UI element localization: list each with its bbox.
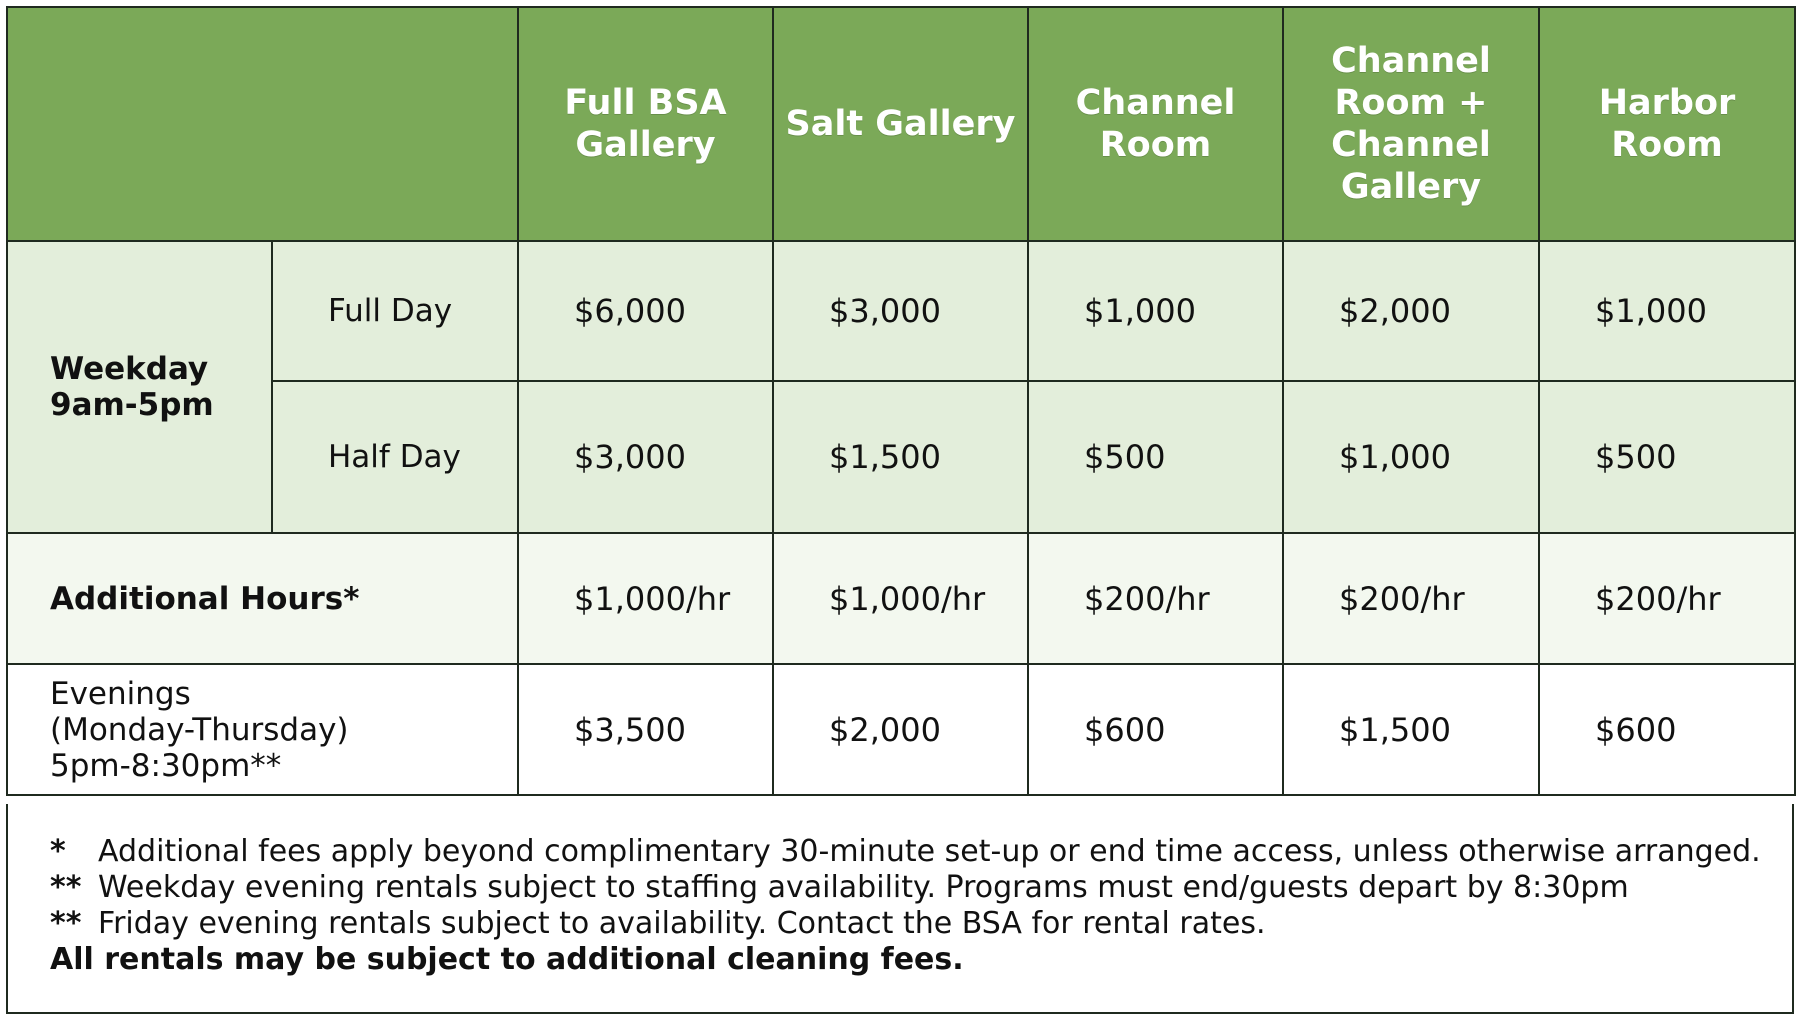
rental-rates-table: Full BSA Gallery Salt Gallery Channel Ro…	[6, 6, 1796, 796]
footnote-mark: *	[50, 834, 66, 869]
price-cell: $1,000	[1282, 380, 1540, 534]
price-cell: $1,000	[1027, 240, 1284, 382]
price-cell: $1,000	[1538, 240, 1796, 382]
footnote: * Additional fees apply beyond complimen…	[50, 834, 1792, 870]
weekday-label: Weekday 9am-5pm	[6, 240, 273, 534]
evenings-label-line3: 5pm-8:30pm**	[50, 747, 282, 784]
price-cell: $6,000	[517, 240, 774, 382]
weekday-label-line2: 9am-5pm	[50, 387, 214, 423]
price-cell: $500	[1538, 380, 1796, 534]
footnote-text: Additional fees apply beyond complimenta…	[98, 834, 1761, 869]
price-cell: $600	[1538, 663, 1796, 796]
price-cell: $2,000	[1282, 240, 1540, 382]
header-harbor-room: Harbor Room	[1538, 6, 1796, 242]
price-cell: $1,000/hr	[772, 532, 1029, 665]
price-cell: $1,500	[772, 380, 1029, 534]
evenings-label: Evenings (Monday-Thursday) 5pm-8:30pm**	[6, 663, 519, 796]
price-cell: $1,500	[1282, 663, 1540, 796]
half-day-label: Half Day	[271, 380, 519, 534]
evenings-row: Evenings (Monday-Thursday) 5pm-8:30pm** …	[6, 663, 1796, 796]
price-cell: $200/hr	[1538, 532, 1796, 665]
footnote-text: Friday evening rentals subject to availa…	[98, 906, 1266, 941]
weekday-half-day-row: Half Day $3,000 $1,500 $500 $1,000 $500	[7, 380, 1796, 534]
price-cell: $3,000	[772, 240, 1029, 382]
header-salt-gallery: Salt Gallery	[772, 6, 1029, 242]
price-cell: $2,000	[772, 663, 1029, 796]
price-cell: $600	[1027, 663, 1284, 796]
header-corner-cell	[6, 6, 519, 242]
evenings-label-line2: (Monday-Thursday)	[50, 711, 349, 748]
price-cell: $500	[1027, 380, 1284, 534]
price-cell: $200/hr	[1027, 532, 1284, 665]
price-cell: $1,000/hr	[517, 532, 774, 665]
weekday-label-line1: Weekday	[50, 351, 209, 387]
rental-rates-card: Full BSA Gallery Salt Gallery Channel Ro…	[6, 6, 1796, 1014]
price-cell: $200/hr	[1282, 532, 1540, 665]
price-cell: $3,500	[517, 663, 774, 796]
header-channel-room: Channel Room	[1027, 6, 1284, 242]
footnote-mark: **	[50, 870, 82, 905]
weekday-full-day-row: Weekday 9am-5pm Full Day $6,000 $3,000 $…	[6, 240, 1796, 534]
header-channel-room-gallery: Channel Room + Channel Gallery	[1282, 6, 1540, 242]
header-row: Full BSA Gallery Salt Gallery Channel Ro…	[6, 6, 1796, 242]
footnote-text: Weekday evening rentals subject to staff…	[98, 870, 1629, 905]
footnote-mark: **	[50, 906, 82, 941]
header-full-bsa-gallery: Full BSA Gallery	[517, 6, 774, 242]
additional-hours-row: Additional Hours* $1,000/hr $1,000/hr $2…	[6, 532, 1796, 665]
additional-hours-label: Additional Hours*	[6, 532, 519, 665]
cleaning-fees-note: All rentals may be subject to additional…	[50, 942, 964, 977]
evenings-label-line1: Evenings	[50, 675, 191, 712]
full-day-label: Full Day	[271, 240, 519, 382]
footnote: ** Weekday evening rentals subject to st…	[50, 870, 1792, 906]
footnotes: * Additional fees apply beyond complimen…	[6, 804, 1794, 1014]
footnote: ** Friday evening rentals subject to ava…	[50, 906, 1792, 942]
price-cell: $3,000	[517, 380, 774, 534]
